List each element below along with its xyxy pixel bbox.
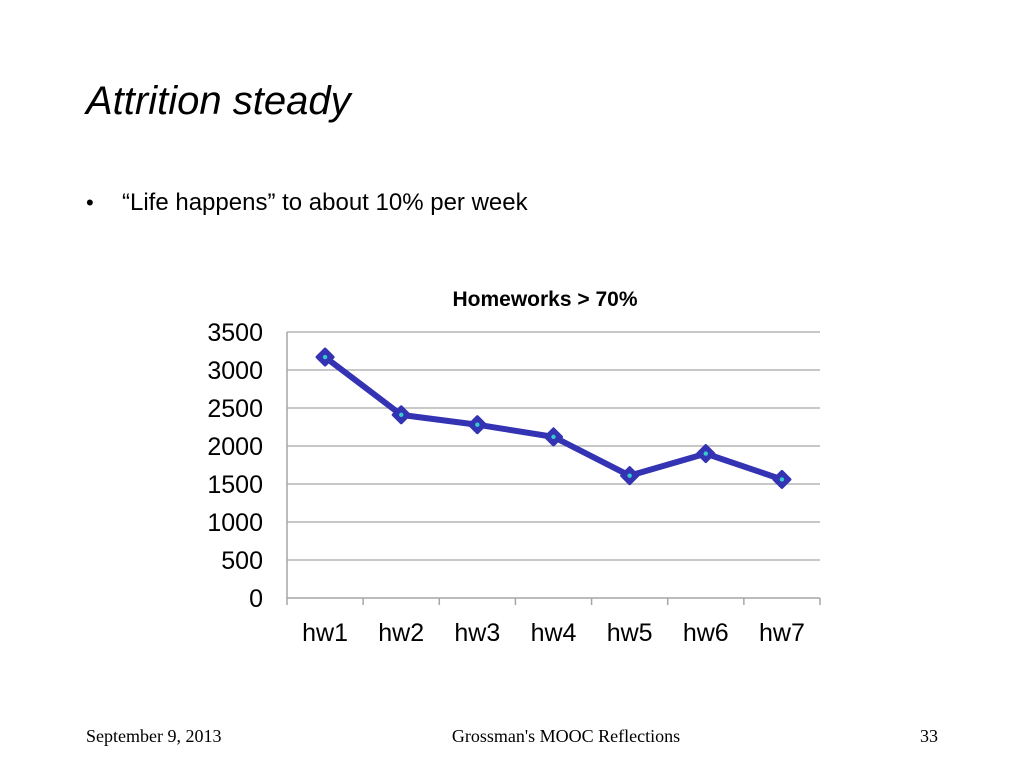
y-tick-label: 1500 [207,471,263,499]
data-point-center [551,434,556,440]
x-tick-label: hw6 [683,619,729,647]
footer-page-number: 33 [920,726,938,746]
chart-title: Homeworks > 70% [452,288,637,311]
bullet-item: • “Life happens” to about 10% per week [86,186,528,220]
data-point-center [322,354,328,360]
y-tick-label: 3000 [207,357,263,385]
y-tick-labels: 0 500 1000 1500 2000 2500 3000 3500 [207,319,263,613]
y-tick-label: 2500 [207,395,263,423]
x-tick-label: hw3 [454,619,500,647]
y-tick-label: 1000 [207,509,263,537]
data-point-center [703,451,708,456]
y-tick-label: 500 [221,547,263,575]
x-tick-label: hw4 [531,619,577,647]
data-point-center [475,422,480,427]
y-tick-label: 3500 [207,319,263,347]
x-tick-label: hw1 [302,619,348,647]
data-point-center [779,477,785,482]
slide-title: Attrition steady [86,79,351,123]
footer-presentation-title: Grossman's MOOC Reflections [451,726,681,746]
x-tick-label: hw5 [607,619,653,647]
y-tick-label: 0 [249,585,263,613]
data-point-center [627,473,632,478]
series-line [322,354,785,483]
x-tick-labels: hw1 hw2 hw3 hw4 hw5 hw6 hw7 [302,619,805,647]
chart-series [315,347,792,489]
data-point-center [399,412,404,418]
x-tick-label: hw2 [378,619,424,647]
footer-date: September 9, 2013 [86,726,222,746]
y-tick-label: 2000 [207,433,263,461]
bullet-marker: • [86,190,94,215]
x-tick-label: hw7 [759,619,805,647]
bullet-text: “Life happens” to about 10% per week [122,189,528,216]
chart-axes [286,332,821,605]
